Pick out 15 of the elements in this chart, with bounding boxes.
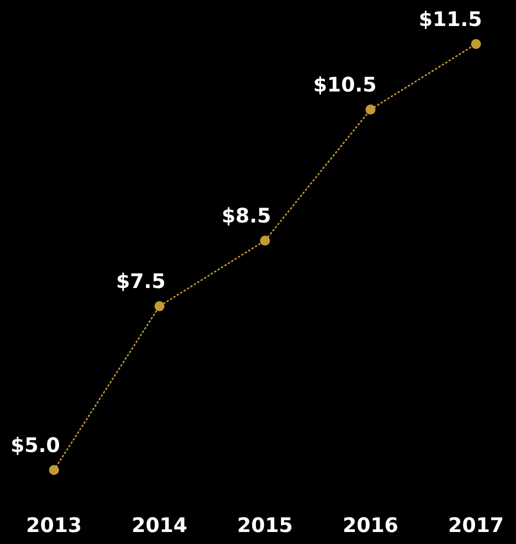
data-label: $5.0 [10, 433, 60, 457]
point [154, 301, 164, 312]
point [260, 236, 270, 246]
x-tick-label: 2015 [237, 513, 293, 537]
point [49, 465, 59, 475]
x-tick-label: 2016 [342, 513, 398, 537]
x-tick-label: 2013 [26, 513, 82, 537]
data-label: $8.5 [222, 204, 271, 228]
x-tick-label: 2014 [132, 513, 188, 537]
data-label: $11.5 [418, 7, 482, 31]
point [471, 39, 481, 49]
data-label: $10.5 [313, 72, 376, 97]
data-label: $7.5 [116, 269, 166, 294]
point [366, 104, 376, 115]
x-tick-label: 2017 [448, 513, 504, 537]
